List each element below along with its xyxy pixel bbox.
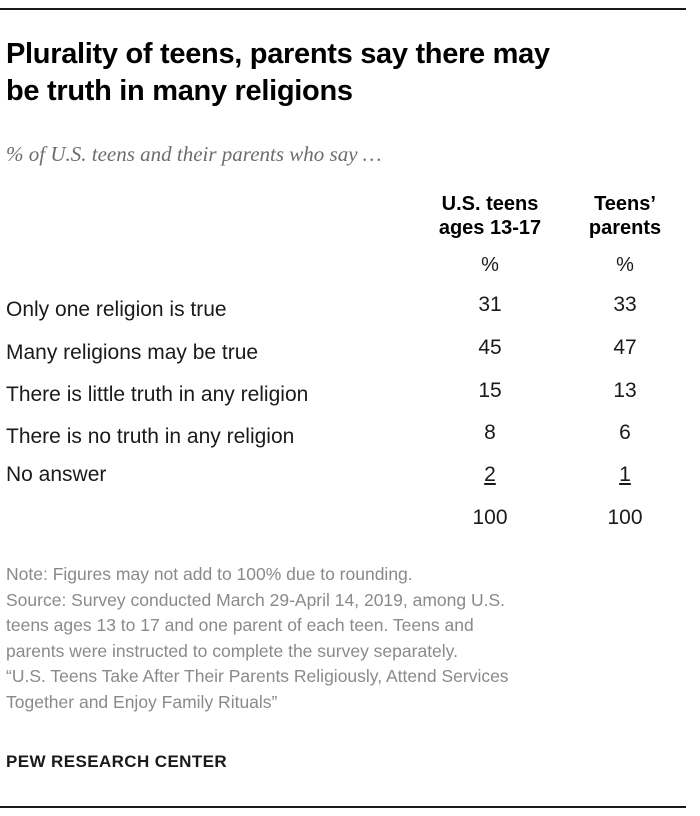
table-cell-teens: 2	[440, 463, 540, 487]
column-header-teens-line-1: U.S. teens	[441, 193, 539, 215]
row-label: No answer	[6, 463, 107, 486]
chart-subtitle: % of U.S. teens and their parents who sa…	[6, 142, 382, 166]
column-header-teens: U.S. teens ages 13-17	[410, 192, 570, 240]
report-title-line: Together and Enjoy Family Rituals”	[6, 691, 278, 712]
row-label: Many religions may be true	[6, 341, 259, 364]
source-line: parents were instructed to complete the …	[6, 640, 458, 661]
table-cell-parents: 47	[613, 336, 637, 359]
unit-label-parents: %	[616, 254, 634, 276]
table-cell-value: 2	[484, 463, 496, 486]
chart-title-line-1: Plurality of teens, parents say there ma…	[6, 38, 550, 70]
column-header-parents-line-1: Teens’	[594, 193, 656, 215]
pew-research-center-logo: PEW RESEARCH CENTER	[6, 752, 228, 771]
table-cell-parents: 13	[613, 379, 637, 402]
unit-label-teens: %	[481, 254, 499, 276]
row-label: There is little truth in any religion	[6, 383, 309, 406]
table-cell-parents: 6	[619, 421, 631, 444]
chart-title: Plurality of teens, parents say there ma…	[6, 36, 682, 110]
column-header-parents: Teens’ parents	[545, 192, 700, 240]
row-label: Only one religion is true	[6, 298, 227, 321]
table-cell-value: 1	[619, 463, 631, 486]
source-line: Source: Survey conducted March 29-April …	[6, 589, 506, 610]
column-header-parents-line-2: parents	[588, 217, 662, 239]
report-title-line: “U.S. Teens Take After Their Parents Rel…	[6, 666, 509, 687]
table-cell-parents: 33	[613, 293, 637, 316]
table-cell-teens: 45	[478, 336, 502, 359]
note-text: Note: Figures may not add to 100% due to…	[6, 564, 413, 584]
table-cell-teens: 8	[484, 421, 496, 444]
total-parents: 100	[607, 506, 643, 529]
table-cell-teens: 15	[478, 379, 502, 402]
bottom-rule	[0, 806, 686, 808]
row-label: There is no truth in any religion	[6, 425, 295, 448]
source-line: teens ages 13 to 17 and one parent of ea…	[6, 615, 474, 636]
total-teens: 100	[472, 506, 508, 529]
top-rule	[0, 8, 686, 10]
chart-title-line-2: be truth in many religions	[6, 75, 353, 107]
table-cell-teens: 31	[478, 293, 502, 316]
table-cell-parents: 1	[575, 463, 675, 487]
column-header-teens-line-2: ages 13-17	[438, 217, 542, 239]
notes-block: Note: Figures may not add to 100% due to…	[6, 562, 686, 716]
